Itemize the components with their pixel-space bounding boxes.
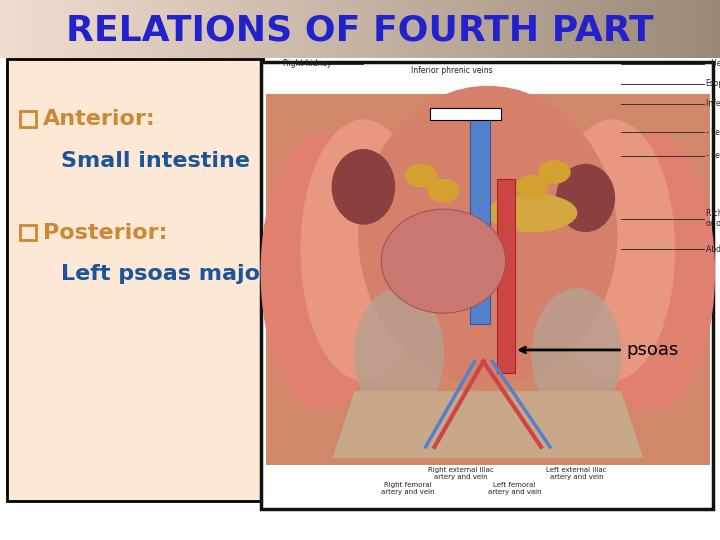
Text: Left psoas major: Left psoas major [61,264,271,285]
Text: RELATIONS OF FOURTH PART: RELATIONS OF FOURTH PART [66,14,654,48]
Ellipse shape [354,289,444,419]
Ellipse shape [333,150,395,224]
Bar [20,225,36,240]
Bar [7,59,263,501]
Bar [20,111,36,127]
Text: Inferior vcna cav: Inferior vcna cav [706,99,720,108]
Text: Left femoral
artery and vain: Left femoral artery and vain [487,482,541,495]
Ellipse shape [517,176,548,198]
Text: - Left renal vein: - Left renal vein [706,151,720,160]
Bar [261,62,713,509]
Ellipse shape [381,209,505,313]
Ellipse shape [539,161,570,183]
Text: Right external Iliac
artery and vein: Right external Iliac artery and vein [428,467,494,480]
Polygon shape [333,391,643,458]
Text: Abdominal aorta: Abdominal aorta [706,245,720,254]
Text: - Hepatic veins: - Hepatic veins [706,59,720,68]
Text: - Left kidney: - Left kidney [706,128,720,137]
Text: Richt testicular
or ovarian vain: Richt testicular or ovarian vain [706,209,720,228]
Ellipse shape [557,165,614,232]
Ellipse shape [428,179,459,202]
Text: psoas: psoas [626,341,678,359]
Bar [497,179,515,373]
Text: Right kidney: Right kidney [284,59,332,68]
Bar [470,109,490,325]
Ellipse shape [261,133,386,411]
Text: Right femoral
artery and vein: Right femoral artery and vein [381,482,435,495]
Ellipse shape [590,133,714,411]
Text: Small intestine: Small intestine [61,151,251,171]
Text: Esophagus: Esophagus [706,79,720,88]
Ellipse shape [359,86,616,384]
Text: Anterior:: Anterior: [43,109,156,129]
Ellipse shape [405,165,437,187]
Ellipse shape [301,120,426,380]
Text: Inferior phrenic veins: Inferior phrenic veins [411,66,493,75]
Text: Posterior:: Posterior: [43,222,168,242]
Ellipse shape [532,289,621,419]
Bar [266,94,710,465]
Text: Left external iliac
artery and vein: Left external iliac artery and vein [546,467,607,480]
Bar [430,108,501,120]
Ellipse shape [550,120,675,380]
Ellipse shape [488,194,577,232]
